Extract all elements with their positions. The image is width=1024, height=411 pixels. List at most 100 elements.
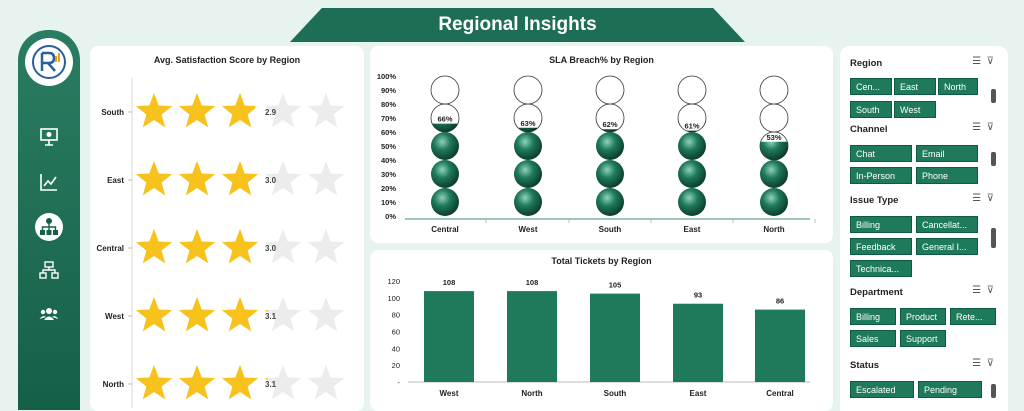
sla-ball-empty xyxy=(759,75,789,105)
chip-dept-support[interactable]: Support xyxy=(900,330,946,347)
sla-panel: SLA Breach% by Region 100% 90% 80% 70% 60% 50… xyxy=(370,46,833,243)
chip-dept-sales[interactable]: Sales xyxy=(850,330,896,347)
status-scrollbar[interactable] xyxy=(991,384,996,398)
sla-ball-partial xyxy=(760,141,788,160)
sla-y-tick-label: 100% xyxy=(377,72,397,81)
channel-scrollbar[interactable] xyxy=(991,152,996,166)
star-empty-icon xyxy=(264,229,302,264)
star-empty-icon xyxy=(307,229,345,264)
satisfaction-value-label: 3.1 xyxy=(265,312,277,321)
sla-y-tick-label: 90% xyxy=(381,86,396,95)
sla-y-tick-label: 60% xyxy=(381,128,396,137)
sla-ball-empty xyxy=(759,103,789,133)
satisfaction-value-label: 2.9 xyxy=(265,108,277,117)
sla-chart: 100% 90% 80% 70% 60% 50% 40% 30% 20% 10% 0% 66% Cent… xyxy=(377,72,816,234)
chip-dept-product[interactable]: Product xyxy=(900,308,946,325)
sla-ball-full xyxy=(431,160,459,188)
sla-x-label: Central xyxy=(431,225,459,234)
chip-channel-in-person[interactable]: In-Person xyxy=(850,167,912,184)
sla-y-tick-label: 20% xyxy=(381,184,396,193)
star-filled-icon xyxy=(221,93,256,128)
sla-ball-full xyxy=(596,132,624,160)
tickets-chart: 120 100 80 60 40 20 - 108 West 108 North 105 South 93… xyxy=(387,277,810,398)
sla-ball-full xyxy=(514,160,542,188)
tickets-value-label: 108 xyxy=(526,278,539,287)
nav-org-chart-icon[interactable] xyxy=(35,256,63,284)
satisfaction-region-label: North xyxy=(103,380,124,389)
chip-channel-email[interactable]: Email xyxy=(916,145,978,162)
sla-ball-full xyxy=(514,132,542,160)
chip-region-east[interactable]: East xyxy=(894,78,936,95)
sla-ball-partial xyxy=(432,123,458,132)
star-filled-icon xyxy=(264,309,268,313)
tickets-bar xyxy=(590,293,640,382)
tickets-y-tick-label: 120 xyxy=(387,277,400,286)
tickets-bar xyxy=(507,291,557,382)
star-filled-icon xyxy=(135,161,173,196)
sla-ball-full xyxy=(514,188,542,216)
chip-issue-billing[interactable]: Billing xyxy=(850,216,912,233)
sla-ball-full xyxy=(431,188,459,216)
tickets-bar xyxy=(673,303,723,382)
sla-value-label: 62% xyxy=(602,120,617,129)
sla-ball-full xyxy=(431,132,459,160)
chip-issue-cancellation[interactable]: Cancellat... xyxy=(916,216,978,233)
title-banner: Regional Insights xyxy=(290,8,745,42)
sla-y-tick-label: 40% xyxy=(381,156,396,165)
chip-region-west[interactable]: West xyxy=(894,101,936,118)
star-filled-icon xyxy=(221,297,259,332)
sidebar xyxy=(18,30,80,410)
logo-mark-icon xyxy=(32,45,66,79)
nav-presentation-icon[interactable] xyxy=(35,123,63,151)
filter-department-title: Department xyxy=(850,287,903,298)
filter-channel-controls[interactable]: ☰ ⊽ xyxy=(972,122,994,133)
chip-dept-billing[interactable]: Billing xyxy=(850,308,896,325)
nav-team-icon[interactable] xyxy=(35,300,63,328)
filter-department-controls[interactable]: ☰ ⊽ xyxy=(972,285,994,296)
tickets-value-label: 108 xyxy=(443,278,456,287)
region-scrollbar[interactable] xyxy=(991,89,996,103)
sla-value-label: 53% xyxy=(766,133,781,142)
star-filled-icon xyxy=(178,365,216,400)
chip-region-north[interactable]: North xyxy=(938,78,978,95)
sla-y-tick-label: 30% xyxy=(381,170,396,179)
star-empty-icon xyxy=(307,161,345,196)
sla-ball-full xyxy=(760,160,788,188)
sla-value-label: 66% xyxy=(437,115,452,124)
chip-channel-chat[interactable]: Chat xyxy=(850,145,912,162)
satisfaction-region-label: East xyxy=(107,176,124,185)
filter-status-controls[interactable]: ☰ ⊽ xyxy=(972,358,994,369)
sla-x-label: West xyxy=(519,225,538,234)
tickets-x-label: East xyxy=(690,389,707,398)
sla-ball-partial xyxy=(685,130,699,132)
chip-issue-technical[interactable]: Technica... xyxy=(850,260,912,277)
nav-trend-chart-icon[interactable] xyxy=(35,168,63,196)
sla-ball-full xyxy=(678,132,706,160)
chip-region-south[interactable]: South xyxy=(850,101,892,118)
chip-dept-retention[interactable]: Rete... xyxy=(950,308,996,325)
star-empty-icon xyxy=(307,365,345,400)
filter-panel: Region ☰ ⊽ Cen... East North South West … xyxy=(840,46,1008,411)
satisfaction-value-label: 3.0 xyxy=(265,176,277,185)
star-filled-icon xyxy=(178,297,216,332)
tickets-y-tick-label: 80 xyxy=(392,311,400,320)
chip-region-central[interactable]: Cen... xyxy=(850,78,892,95)
issue-type-scrollbar[interactable] xyxy=(991,228,996,248)
nav-hierarchy-icon[interactable] xyxy=(35,213,63,241)
sla-ball-empty xyxy=(595,75,625,105)
chip-channel-phone[interactable]: Phone xyxy=(916,167,978,184)
filter-issue-type-controls[interactable]: ☰ ⊽ xyxy=(972,193,994,204)
star-filled-icon xyxy=(264,377,268,381)
tickets-y-tick-label: 100 xyxy=(387,294,400,303)
chip-issue-general[interactable]: General I... xyxy=(916,238,978,255)
star-filled-icon xyxy=(135,229,173,264)
chip-status-escalated[interactable]: Escalated xyxy=(850,381,914,398)
filter-region-controls[interactable]: ☰ ⊽ xyxy=(972,56,994,67)
sla-ball-partial xyxy=(518,127,538,132)
tickets-bar xyxy=(424,291,474,382)
chip-issue-feedback[interactable]: Feedback xyxy=(850,238,912,255)
tickets-value-label: 86 xyxy=(776,297,784,306)
star-filled-icon xyxy=(221,229,259,264)
star-empty-icon xyxy=(264,297,302,332)
chip-status-pending[interactable]: Pending xyxy=(918,381,982,398)
